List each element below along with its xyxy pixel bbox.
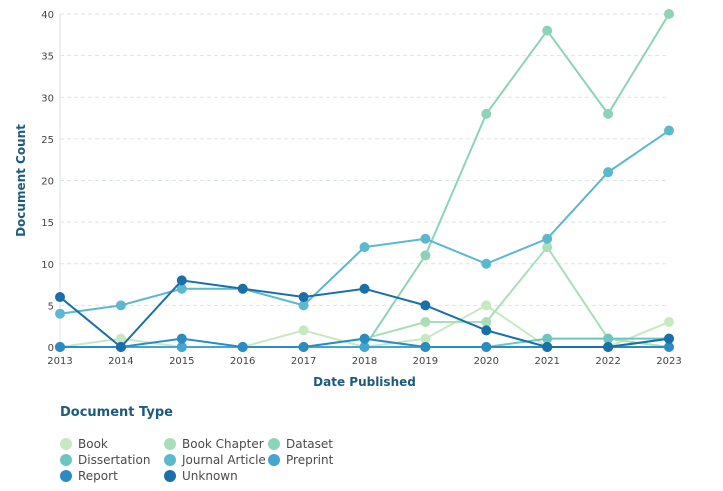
y-tick-label: 25 xyxy=(41,135,54,146)
x-tick-label: 2016 xyxy=(230,356,255,367)
y-tick-label: 10 xyxy=(41,260,54,271)
data-point-dataset xyxy=(481,108,492,119)
data-point-unknown xyxy=(298,292,309,303)
legend-label: Book Chapter xyxy=(182,437,264,451)
y-tick-label: 15 xyxy=(41,218,54,229)
data-point-unknown xyxy=(481,325,492,336)
data-point-report xyxy=(298,342,309,352)
data-point-unknown xyxy=(359,283,370,294)
data-point-preprint xyxy=(359,342,370,352)
x-tick-label: 2023 xyxy=(656,356,681,367)
data-point-unknown xyxy=(237,283,248,294)
y-tick-label: 35 xyxy=(41,52,54,63)
legend-item[interactable]: Dissertation xyxy=(60,452,164,468)
legend-item[interactable]: Preprint xyxy=(268,452,378,468)
data-point-book-chapter xyxy=(542,242,553,253)
data-point-book xyxy=(420,333,431,344)
data-point-journal-article xyxy=(664,125,674,136)
data-point-unknown xyxy=(115,342,126,352)
legend-swatch-icon xyxy=(164,470,176,482)
data-point-book xyxy=(664,317,674,328)
data-point-report xyxy=(481,342,492,352)
data-point-report xyxy=(55,342,65,352)
x-tick-label: 2014 xyxy=(108,356,133,367)
legend-label: Dissertation xyxy=(78,453,151,467)
legend-item[interactable]: Book xyxy=(60,436,164,452)
x-tick-label: 2015 xyxy=(169,356,194,367)
legend: Book Book Chapter Dataset Dissertation Journ… xyxy=(60,436,378,484)
data-point-journal-article xyxy=(420,233,431,244)
data-point-dataset xyxy=(603,108,614,119)
data-point-journal-article xyxy=(115,300,126,311)
legend-label: Preprint xyxy=(286,453,334,467)
x-tick-label: 2018 xyxy=(352,356,377,367)
x-tick-label: 2021 xyxy=(534,356,559,367)
legend-label: Unknown xyxy=(182,469,238,483)
legend-label: Dataset xyxy=(286,437,333,451)
legend-title: Document Type xyxy=(60,405,173,420)
line-chart: 0 5 10 15 20 25 30 35 40 2013 2014 2015 2016 2017 2018… xyxy=(14,9,682,389)
y-tick-label: 30 xyxy=(41,93,54,104)
x-tick-label: 2017 xyxy=(291,356,316,367)
data-point-report xyxy=(664,342,674,352)
data-point-journal-article xyxy=(298,300,309,311)
legend-label: Journal Article xyxy=(182,453,266,467)
y-tick-label: 20 xyxy=(41,177,54,188)
data-point-unknown xyxy=(420,300,431,311)
legend-swatch-icon xyxy=(60,470,72,482)
data-point-book-chapter xyxy=(420,317,431,328)
data-point-book-chapter xyxy=(481,317,492,328)
legend-swatch-icon xyxy=(268,454,280,466)
data-point-journal-article xyxy=(542,233,553,244)
legend-swatch-icon xyxy=(164,438,176,450)
data-point-book xyxy=(481,300,492,311)
y-tick-label: 0 xyxy=(48,343,54,354)
data-point-journal-article xyxy=(176,283,187,294)
y-tick-label: 5 xyxy=(48,301,54,312)
data-point-dataset xyxy=(664,9,674,19)
legend-label: Book xyxy=(78,437,108,451)
data-point-dataset xyxy=(542,25,553,36)
y-tick-label: 40 xyxy=(41,10,54,21)
data-point-report xyxy=(176,333,187,344)
data-point-dissertation xyxy=(603,333,614,344)
data-point-dataset xyxy=(420,250,431,261)
y-axis-title: Document Count xyxy=(14,124,28,237)
data-point-book xyxy=(115,333,126,344)
legend-swatch-icon xyxy=(60,454,72,466)
data-point-report xyxy=(420,342,431,352)
x-tick-label: 2019 xyxy=(413,356,438,367)
data-point-dissertation xyxy=(542,333,553,344)
legend-swatch-icon xyxy=(164,454,176,466)
data-point-unknown xyxy=(603,342,614,352)
data-point-book xyxy=(298,325,309,336)
x-tick-label: 2020 xyxy=(474,356,499,367)
data-point-journal-article xyxy=(359,242,370,253)
legend-item[interactable]: Report xyxy=(60,468,164,484)
x-tick-label: 2022 xyxy=(595,356,620,367)
legend-item[interactable]: Unknown xyxy=(164,468,268,484)
data-point-unknown xyxy=(176,275,187,286)
x-axis-title: Date Published xyxy=(313,375,416,389)
data-point-journal-article xyxy=(481,258,492,269)
data-point-unknown xyxy=(55,292,65,303)
data-point-journal-article xyxy=(55,308,65,319)
legend-swatch-icon xyxy=(268,438,280,450)
legend-item[interactable]: Journal Article xyxy=(164,452,268,468)
data-point-report xyxy=(359,333,370,344)
legend-item[interactable]: Dataset xyxy=(268,436,378,452)
legend-item[interactable]: Book Chapter xyxy=(164,436,268,452)
data-point-preprint xyxy=(176,342,187,352)
data-point-journal-article xyxy=(603,167,614,178)
legend-swatch-icon xyxy=(60,438,72,450)
data-point-report xyxy=(237,342,248,352)
data-point-unknown xyxy=(542,342,553,352)
data-point-unknown xyxy=(664,333,674,344)
legend-label: Report xyxy=(78,469,118,483)
x-tick-label: 2013 xyxy=(47,356,72,367)
